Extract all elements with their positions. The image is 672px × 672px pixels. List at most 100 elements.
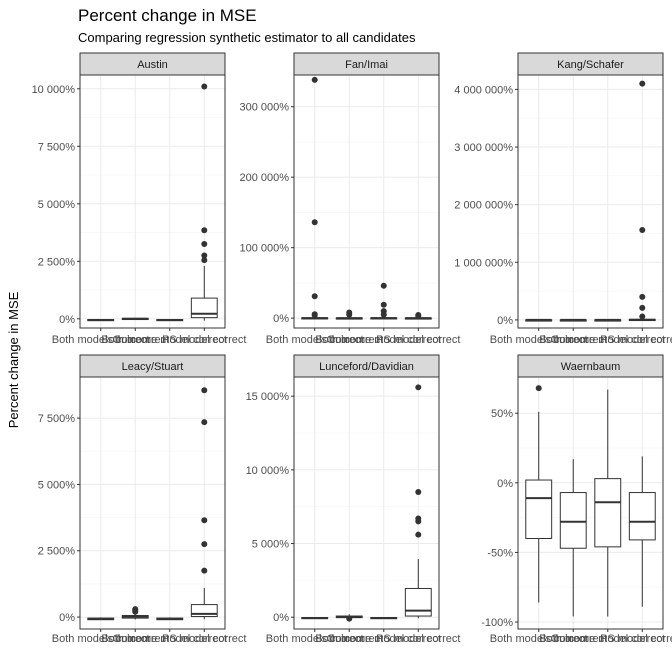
- box-ps-model-correct: [404, 384, 432, 619]
- x-tick-label: Both models correct: [490, 334, 588, 346]
- facet-panel: Fan/Imai 0% 100 000% 200 000% 300 000% Both m…: [239, 52, 460, 346]
- panel-background: [518, 75, 663, 328]
- outlier-point: [639, 304, 646, 311]
- x-tick-label: PS model correct: [162, 633, 246, 645]
- box-outcome-model-correct: [594, 389, 622, 617]
- panel-border: [293, 376, 440, 630]
- x-tick-label: Both incorrect: [539, 633, 607, 645]
- x-tick-label: Outcome model correct: [551, 633, 665, 645]
- panel-background: [294, 75, 439, 328]
- y-tick-label: 2 500%: [38, 256, 76, 268]
- y-axis-title: Percent change in MSE: [6, 291, 21, 428]
- outlier-point: [415, 488, 422, 495]
- outlier-point: [415, 384, 422, 391]
- x-tick-label: Both models correct: [52, 633, 150, 645]
- y-tick-label: 0%: [273, 313, 289, 325]
- box-iqr: [594, 478, 622, 548]
- outlier-point: [201, 387, 208, 394]
- y-tick-label: 5 000%: [38, 199, 76, 211]
- x-tick-label: Outcome model correct: [327, 633, 441, 645]
- box-iqr: [190, 604, 218, 618]
- facet-panel: Waernbaum -100% -50% 0% 50% Both models corre…: [481, 354, 672, 645]
- box-iqr: [559, 492, 587, 549]
- facet-strip-label: Waernbaum: [561, 361, 621, 373]
- chart-title: Percent change in MSE: [78, 6, 257, 25]
- box-ps-model-correct: [628, 80, 656, 322]
- outlier-point: [639, 80, 646, 87]
- panel-border: [79, 74, 226, 329]
- box-outcome-model-correct: [156, 617, 184, 621]
- box-outcome-model-correct: [594, 318, 622, 322]
- box-both-incorrect: [121, 606, 149, 620]
- y-tick-label: 0%: [273, 612, 289, 624]
- panel-background: [80, 377, 225, 629]
- y-tick-label: 0%: [59, 612, 75, 624]
- y-tick-label: 50%: [491, 408, 513, 420]
- facet-strip-label: Fan/Imai: [345, 59, 388, 71]
- outlier-point: [201, 83, 208, 90]
- y-tick-label: 7 500%: [38, 141, 76, 153]
- box-ps-model-correct: [628, 456, 656, 607]
- y-tick-label: 10 000%: [246, 465, 290, 477]
- box-outcome-model-correct: [370, 616, 398, 620]
- y-tick-label: 15 000%: [246, 391, 290, 403]
- outlier-point: [201, 252, 208, 259]
- y-tick-label: 3 000 000%: [454, 142, 513, 154]
- x-tick-label: PS model correct: [376, 334, 460, 346]
- facet-strip-label: Austin: [137, 59, 168, 71]
- outlier-point: [201, 227, 208, 234]
- panel-border: [517, 74, 664, 329]
- x-tick-label: Both incorrect: [101, 334, 169, 346]
- y-tick-label: 100 000%: [239, 243, 289, 255]
- y-tick-label: 2 000 000%: [454, 200, 513, 212]
- panel-border: [517, 376, 664, 630]
- y-tick-label: 4 000 000%: [454, 84, 513, 96]
- outlier-point: [380, 282, 387, 289]
- box-iqr: [525, 479, 553, 540]
- outlier-point: [201, 517, 208, 524]
- x-tick-label: Both models correct: [490, 633, 588, 645]
- y-tick-label: 10 000%: [32, 84, 76, 96]
- box-ps-model-correct: [190, 387, 218, 620]
- box-both-incorrect: [335, 614, 363, 622]
- facet-panel: Kang/Schafer 0% 1 000 000% 2 000 000% 3 000 …: [454, 52, 672, 346]
- box-both-incorrect: [559, 318, 587, 322]
- box-both-models-correct: [525, 385, 553, 603]
- y-tick-label: 0%: [497, 478, 513, 490]
- x-tick-label: PS model correct: [162, 334, 246, 346]
- outlier-point: [311, 311, 318, 318]
- x-tick-label: Both incorrect: [315, 633, 383, 645]
- box-ps-model-correct: [190, 83, 218, 321]
- box-iqr: [628, 492, 656, 541]
- outlier-point: [311, 76, 318, 83]
- outlier-point: [201, 257, 208, 264]
- y-tick-label: 7 500%: [38, 413, 76, 425]
- outlier-point: [201, 419, 208, 426]
- box-both-models-correct: [301, 616, 329, 620]
- outlier-point: [535, 385, 542, 392]
- x-tick-label: Both models correct: [52, 334, 150, 346]
- x-tick-label: Both incorrect: [101, 633, 169, 645]
- outlier-point: [639, 227, 646, 234]
- y-tick-label: 0%: [59, 314, 75, 326]
- outlier-point: [415, 515, 422, 522]
- x-tick-label: Both incorrect: [539, 334, 607, 346]
- box-outcome-model-correct: [156, 318, 184, 322]
- y-tick-label: -100%: [481, 617, 513, 629]
- x-tick-label: Outcome model correct: [551, 334, 665, 346]
- facet-panel: Lunceford/Davidian 0% 5 000% 10 000% 15 000%…: [246, 354, 460, 645]
- x-tick-label: Outcome model correct: [113, 633, 227, 645]
- box-ps-model-correct: [404, 311, 432, 320]
- outlier-point: [201, 541, 208, 548]
- outlier-point: [201, 567, 208, 574]
- box-iqr: [404, 587, 432, 617]
- outlier-point: [415, 531, 422, 538]
- panel-background: [80, 75, 225, 328]
- facet-panel: Leacy/Stuart 0% 2 500% 5 000% 7 500% Both mod…: [38, 354, 246, 645]
- x-tick-label: Outcome model correct: [327, 334, 441, 346]
- x-tick-label: PS model correct: [376, 633, 460, 645]
- x-tick-label: Outcome model correct: [113, 334, 227, 346]
- x-tick-label: Both models correct: [266, 633, 364, 645]
- panel-background: [294, 377, 439, 629]
